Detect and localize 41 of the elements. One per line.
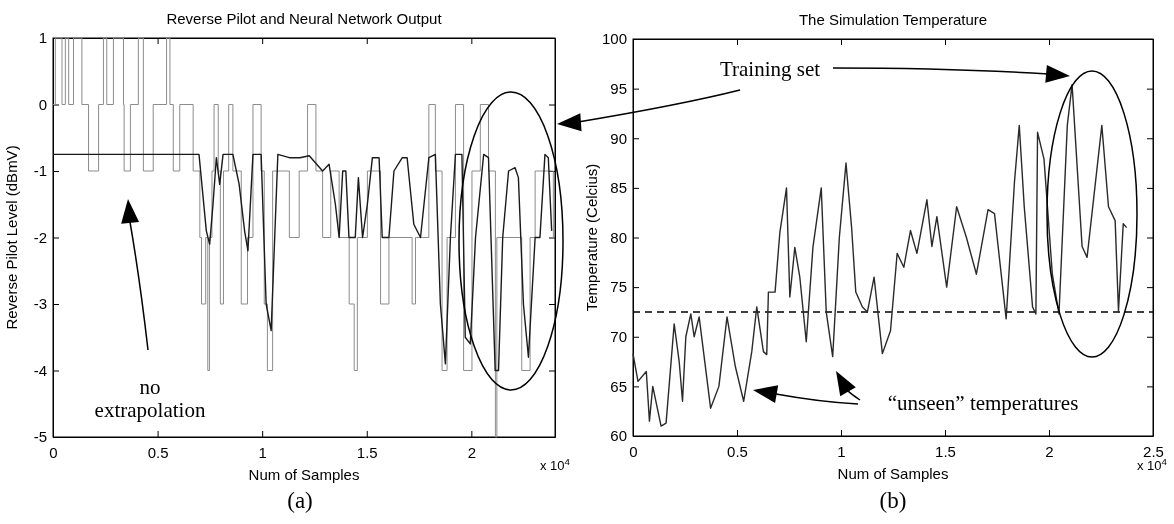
x-axis-title: Num of Samples (837, 465, 949, 482)
annotation: Training set (719, 57, 821, 81)
x-tick-label: 0 (629, 442, 638, 460)
y-tick-label: 70 (610, 328, 627, 346)
x-tick-label: 1.5 (935, 442, 956, 460)
y-tick-label: 1 (38, 29, 47, 47)
text: x 10$^{4}$ (539, 455, 571, 473)
line-series (632, 83, 1128, 427)
y-tick-label: 80 (610, 228, 627, 246)
y-tick-label: 90 (610, 129, 627, 147)
y-tick-label: 100 (601, 30, 627, 48)
x-tick-label: 1 (258, 443, 267, 461)
y-tick-label: -5 (33, 428, 47, 446)
y-axis-title: Temperature (Celcius) (583, 163, 600, 312)
y-tick-label: -3 (33, 295, 47, 313)
x-tick-label: 0.5 (147, 443, 169, 461)
y-tick-label: 85 (610, 179, 627, 197)
chart-title: The Simulation Temperature (798, 11, 988, 28)
y-tick-label: -1 (33, 162, 47, 180)
x-tick-label: 2 (467, 443, 477, 461)
annotation: “unseen” temperatures (887, 391, 1079, 415)
text: (b) (879, 488, 907, 513)
x-tick-label: 0 (49, 443, 58, 461)
text: (a) (287, 488, 313, 513)
chart-title: Reverse Pilot and Neural Network Output (166, 10, 443, 27)
y-axis-title: Reverse Pilot Level (dBmV) (3, 145, 20, 330)
x-axis-title: Num of Samples (248, 466, 360, 483)
x-tick-label: 1 (837, 442, 846, 460)
y-tick-label: 60 (610, 427, 627, 445)
y-tick-label: 75 (610, 278, 627, 296)
y-tick-label: 0 (38, 95, 47, 113)
x-tick-label: 2 (1045, 442, 1054, 460)
y-tick-label: -4 (33, 361, 47, 379)
y-tick-label: 65 (610, 377, 627, 395)
y-tick-label: -2 (33, 228, 47, 246)
x-tick-label: 0.5 (727, 442, 748, 460)
x-tick-label: 1.5 (356, 443, 378, 461)
y-tick-label: 95 (610, 79, 627, 97)
x-tick-label: 2.5 (1143, 442, 1164, 460)
annotation: no extrapolation (94, 375, 206, 423)
line-series (52, 153, 553, 372)
